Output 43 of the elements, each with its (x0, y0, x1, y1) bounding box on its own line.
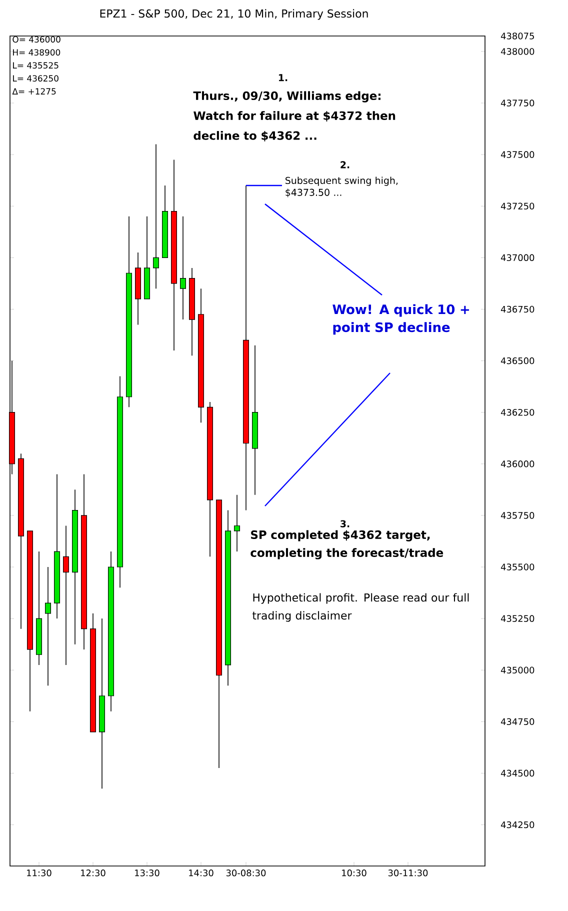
y-tick-label: 435000 (500, 666, 534, 674)
y-tick-label: 434250 (500, 821, 534, 828)
y-tick-label: 437250 (500, 202, 534, 210)
annotation: SP completed $4362 target, completing the forecast/trade (250, 530, 444, 560)
y-tick-label: 438000 (500, 48, 534, 55)
candlestick (45, 566, 51, 686)
annotation: Wow! A quick 10 + point SP decline (332, 304, 469, 335)
x-tick-label: 30-08:30 (226, 870, 266, 876)
annotation: L= 435525 (13, 62, 58, 69)
y-tick-label: 437750 (500, 100, 534, 106)
y-tick-label: 434750 (500, 718, 534, 726)
y-tick-label: 436000 (500, 460, 534, 468)
x-tick-label: 12:30 (81, 870, 106, 876)
annotation: Subsequent swing high, $4373.50 ... (286, 176, 398, 198)
y-tick-label: 436250 (500, 408, 534, 416)
y-tick-label: 434500 (500, 770, 534, 777)
annotation: L= 436250 (13, 75, 58, 82)
candlestick (153, 144, 159, 289)
annotation: 2. (340, 161, 350, 168)
y-tick-label: 435750 (500, 512, 534, 519)
annotation: Thurs., 09/30, Williams edge: Watch for failure at $4372 then decline to $4362 ... (193, 91, 396, 142)
x-tick-label: 14:30 (189, 870, 214, 876)
x-tick-label: 11:30 (27, 870, 52, 876)
candlestick (63, 525, 69, 666)
candlestick (234, 494, 240, 552)
annotation: H= 438900 (13, 49, 60, 56)
annotation: O= 436000 (12, 36, 60, 43)
annotation: 1. (278, 74, 288, 82)
y-tick-label: 437000 (500, 254, 534, 262)
x-tick-label: 13:30 (135, 870, 160, 876)
y-tick-label: 435500 (500, 564, 534, 570)
y-tick-label: 435250 (500, 615, 534, 622)
annotation: Δ= +1275 (12, 88, 56, 95)
candlestick (180, 216, 186, 320)
x-tick-label: 10:30 (342, 870, 366, 876)
annotation: Hypothetical profit. Please read our full trading disclaimer (252, 593, 469, 622)
y-tick-label: 436500 (500, 357, 534, 364)
chart-title: EPZ1 - S&P 500, Dec 21, 10 Min, Primary Session (100, 9, 368, 20)
x-tick-label: 30-11:30 (388, 870, 428, 876)
y-tick-label: 438075 (500, 32, 534, 40)
annotation: 3. (340, 520, 350, 528)
y-tick-label: 436750 (500, 306, 534, 313)
y-tick-label: 437500 (500, 151, 534, 158)
